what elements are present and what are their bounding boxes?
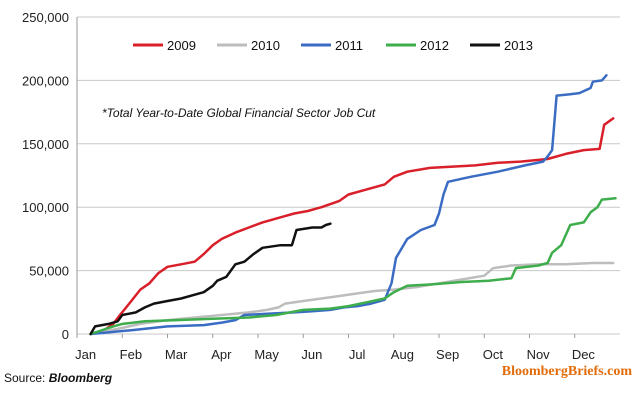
x-tick-label: Dec: [572, 347, 596, 362]
x-tick-label: Jul: [349, 347, 366, 362]
y-tick-label: 100,000: [22, 200, 69, 215]
series-line-2013: [89, 222, 332, 336]
x-tick-label: Oct: [483, 347, 504, 362]
x-tick-label: Jan: [75, 347, 96, 362]
y-tick-label: 250,000: [22, 10, 69, 25]
legend-label-2011: 2011: [335, 38, 363, 53]
series-line-2010: [89, 261, 615, 336]
source-name: Bloomberg: [48, 371, 113, 385]
y-axis-ticks: 0 50,000 100,000 150,000 200,000 250,000: [22, 10, 69, 342]
x-axis-ticks: Jan Feb Mar Apr May Jun Jul Aug Sep Oct Nov Dec: [75, 334, 595, 362]
x-tick-label: Aug: [391, 347, 414, 362]
x-tick-label: Sep: [436, 347, 459, 362]
y-tick-label: 200,000: [22, 73, 69, 88]
series-line-2009: [89, 117, 615, 336]
series-line-2011: [89, 74, 608, 336]
x-tick-label: Feb: [120, 347, 142, 362]
x-tick-label: Nov: [527, 347, 551, 362]
y-tick-label: 150,000: [22, 137, 69, 152]
legend: 2009 2010 2011 2012 2013: [133, 38, 533, 53]
y-tick-label: 50,000: [29, 264, 69, 279]
legend-label-2010: 2010: [251, 38, 280, 53]
y-tick-label: 0: [62, 327, 69, 342]
source-label: Source:: [4, 371, 49, 385]
x-tick-label: May: [254, 347, 279, 362]
chart-annotation: *Total Year-to-Date Global Financial Sec…: [102, 106, 376, 120]
legend-label-2013: 2013: [504, 38, 533, 53]
series-line-2012: [89, 197, 617, 336]
grid: [76, 16, 620, 335]
x-tick-label: Apr: [211, 347, 232, 362]
source-note: Source: Bloomberg: [4, 371, 112, 385]
brand-watermark: BloombergBriefs.com: [501, 364, 632, 379]
legend-label-2009: 2009: [167, 38, 196, 53]
x-tick-label: Jun: [301, 347, 322, 362]
x-tick-label: Mar: [165, 347, 188, 362]
series-lines: [89, 74, 617, 336]
legend-label-2012: 2012: [420, 38, 449, 53]
